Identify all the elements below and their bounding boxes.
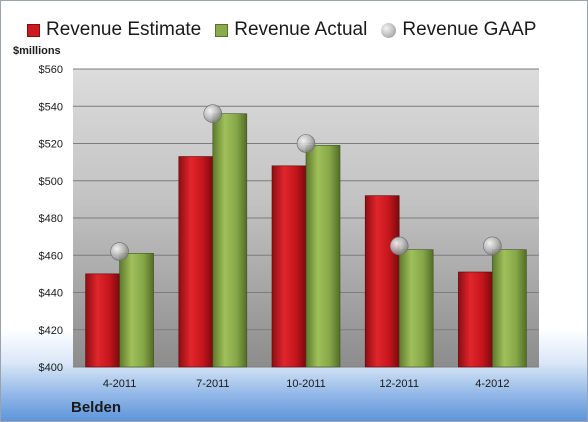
legend-swatch-revenue-estimate (27, 23, 40, 37)
y-tick-label: $440 (39, 288, 63, 300)
bar-revenue-estimate (85, 273, 120, 368)
x-tick-label: 12-2011 (379, 378, 419, 390)
legend-swatch-revenue-actual (215, 23, 229, 37)
bars (85, 113, 527, 368)
y-tick-label: $500 (39, 176, 63, 188)
legend-label-revenue-estimate: Revenue Estimate (46, 19, 202, 40)
marker-revenue-gaap (110, 242, 129, 261)
y-tick-label: $420 (39, 325, 63, 337)
marker-revenue-gaap (483, 236, 502, 256)
x-tick-label: 7-2011 (196, 378, 229, 390)
bar-revenue-actual (212, 113, 248, 368)
bar-revenue-actual (492, 249, 527, 368)
bar-revenue-estimate (458, 271, 493, 368)
y-tick-label: $540 (39, 101, 63, 113)
y-tick-label: $480 (39, 213, 63, 225)
marker-revenue-gaap (203, 104, 223, 123)
y-tick-label: $560 (39, 64, 63, 76)
bar-revenue-estimate (271, 165, 307, 368)
legend-item-revenue-estimate: Revenue Estimate (27, 19, 201, 41)
bar-revenue-actual (305, 145, 341, 368)
bar-revenue-estimate (178, 156, 214, 368)
x-tick-label: 10-2011 (286, 378, 326, 390)
chart-legend: Revenue Estimate Revenue Actual Revenue … (27, 17, 536, 43)
company-name: Belden (71, 399, 122, 416)
y-axis-ticks: $400 $420 $440 $460 $480 $500 $520 $540 $560 (39, 64, 63, 374)
legend-label-revenue-actual: Revenue Actual (234, 19, 368, 40)
x-tick-label: 4-2012 (475, 378, 509, 390)
y-tick-label: $520 (39, 139, 63, 151)
bar-revenue-actual (398, 249, 434, 368)
gaap-markers (110, 104, 502, 261)
bar-revenue-actual (119, 253, 154, 368)
x-tick-label: 4-2011 (103, 378, 136, 390)
legend-item-revenue-gaap: Revenue GAAP (381, 19, 536, 41)
legend-marker-revenue-gaap (381, 22, 397, 38)
legend-label-revenue-gaap: Revenue GAAP (402, 19, 537, 40)
bar-revenue-estimate (364, 195, 400, 368)
y-tick-label: $460 (39, 250, 63, 262)
marker-revenue-gaap (296, 134, 316, 153)
y-axis-unit-label: $millions (13, 45, 61, 57)
x-axis-ticks: 4-2011 7-2011 10-2011 12-2011 4-2012 (103, 378, 510, 390)
y-tick-label: $400 (39, 362, 63, 374)
marker-revenue-gaap (389, 236, 409, 256)
legend-item-revenue-actual: Revenue Actual (215, 19, 367, 41)
